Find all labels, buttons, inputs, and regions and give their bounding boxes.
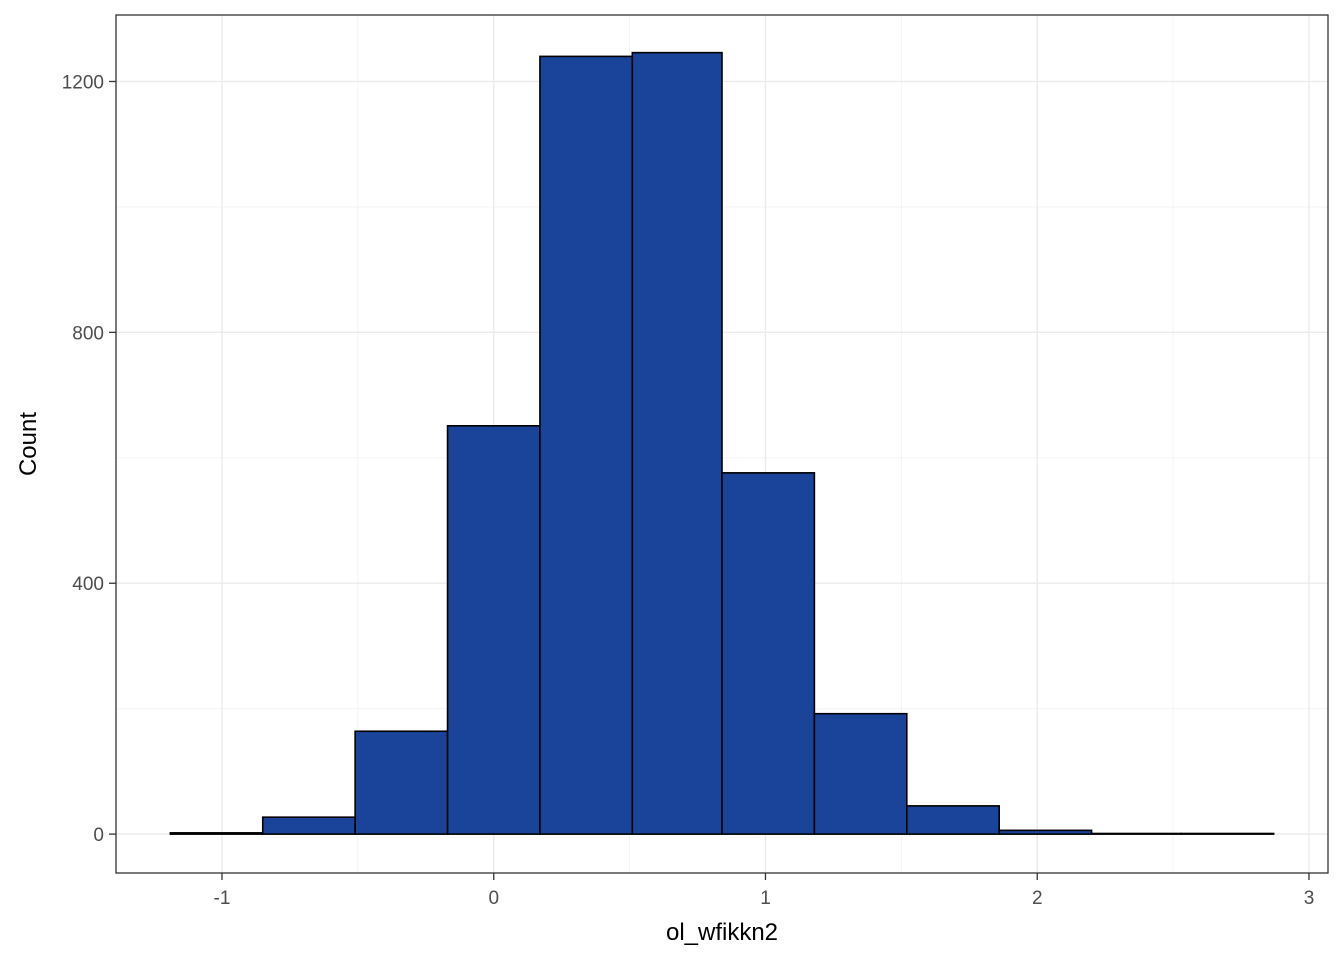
y-tick-label: 400	[72, 574, 104, 595]
histogram-bar	[169, 832, 264, 835]
histogram-bar	[813, 712, 908, 835]
x-tick-label: 0	[488, 888, 499, 909]
histogram-bar	[998, 829, 1093, 835]
histogram-bar	[905, 805, 1000, 835]
histogram-bar	[446, 425, 541, 835]
histogram-bar	[1180, 832, 1275, 835]
histogram-bar	[261, 816, 356, 835]
x-tick-label: 2	[1032, 888, 1043, 909]
axis-tick-labels: -1 0 1 2 3 0 400 800 1200	[62, 72, 1315, 909]
histogram-bar	[631, 51, 723, 835]
axis-ticks	[109, 80, 1310, 880]
plot-panel-border	[115, 14, 1329, 874]
y-tick-label: 800	[72, 323, 104, 344]
y-axis-title: Count	[15, 412, 42, 476]
histogram-bar	[354, 730, 449, 835]
x-tick-label: 3	[1304, 888, 1315, 909]
y-tick-label: 1200	[62, 72, 104, 93]
histogram-bar	[539, 55, 634, 835]
x-tick-label: -1	[214, 888, 231, 909]
x-tick-label: 1	[760, 888, 771, 909]
y-tick-label: 0	[93, 825, 104, 846]
histogram-bar	[721, 472, 816, 835]
histogram-bars	[169, 51, 1275, 835]
x-axis-title: ol_wfikkn2	[666, 919, 778, 946]
histogram-bar	[1090, 832, 1183, 835]
